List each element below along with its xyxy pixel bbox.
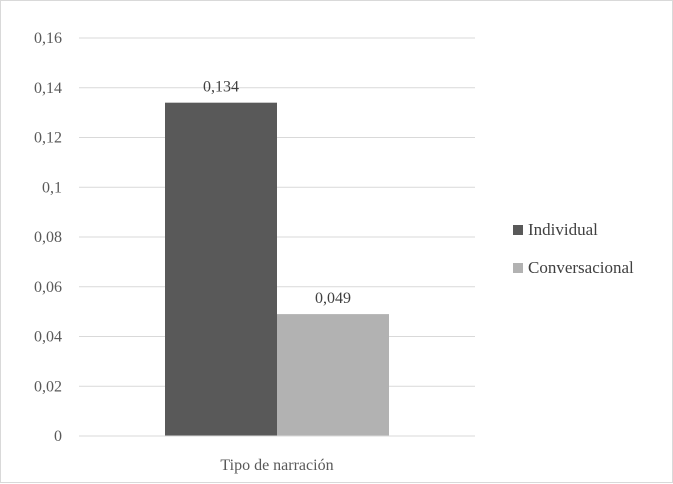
data-label-individual: 0,134 [203,79,239,96]
legend-label-conversacional: Conversacional [528,258,634,277]
bars [165,102,389,437]
bar-individual [165,102,277,437]
legend-swatch-individual [513,225,523,235]
legend-label-individual: Individual [528,220,598,239]
y-tick-label: 0,02 [34,378,62,395]
legend: Individual Conversacional [513,220,634,277]
data-labels: 0,134 0,049 [203,79,351,307]
data-label-conversacional: 0,049 [315,290,351,307]
y-tick-label: 0,08 [34,229,62,246]
y-axis-tick-labels: 0 0,02 0,04 0,06 0,08 0,1 0,12 0,14 0,16 [34,30,62,445]
y-tick-label: 0,06 [34,279,62,296]
y-tick-label: 0,14 [34,80,62,97]
bar-conversacional [277,314,389,436]
y-tick-label: 0 [54,428,62,445]
legend-swatch-conversacional [513,263,523,273]
x-axis-category-labels: Tipo de narración [220,457,333,474]
y-tick-label: 0,16 [34,30,62,47]
y-tick-label: 0,04 [34,329,62,346]
y-tick-label: 0,12 [34,130,62,147]
y-tick-label: 0,1 [42,179,62,196]
x-category-label: Tipo de narración [220,457,333,474]
